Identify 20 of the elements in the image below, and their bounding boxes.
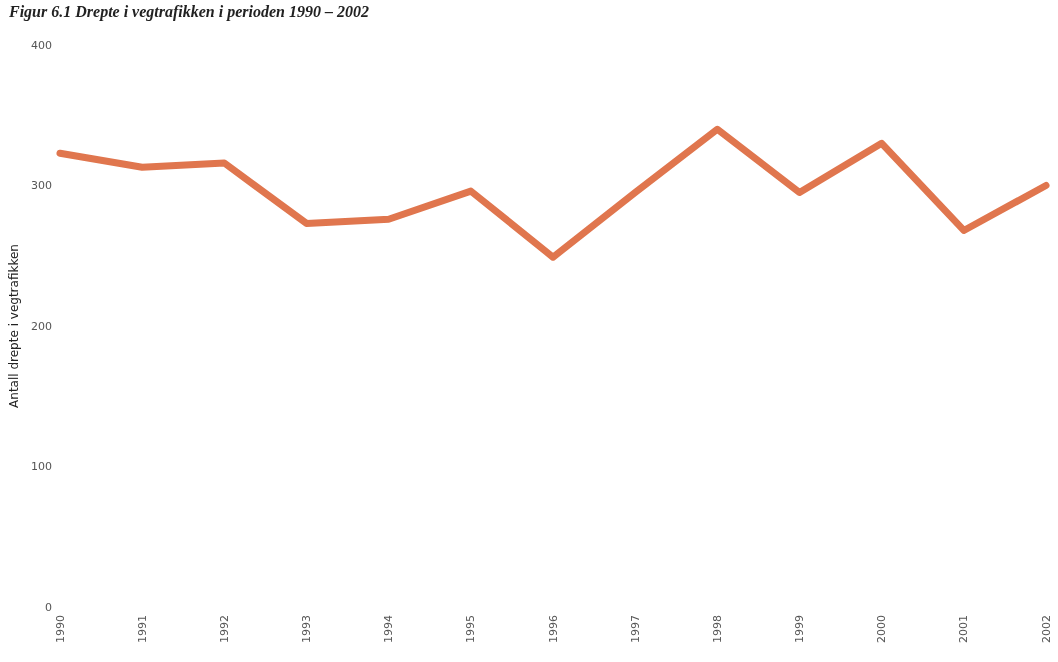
- y-tick-label: 300: [31, 179, 52, 192]
- x-tick-label: 2002: [1039, 615, 1053, 643]
- x-tick-label: 1991: [135, 615, 149, 643]
- y-axis-title: Antall drepte i vegtrafikken: [7, 244, 22, 408]
- x-tick-label: 1992: [217, 615, 231, 643]
- x-tick-label: 1996: [546, 615, 560, 643]
- x-tick-label: 1994: [382, 615, 396, 643]
- y-tick-label: 200: [31, 319, 52, 333]
- x-tick-label: 1998: [710, 615, 724, 643]
- x-tick-label: 1993: [300, 615, 313, 643]
- x-tick-label: 1990: [53, 615, 67, 643]
- x-tick-label: 1995: [464, 615, 478, 643]
- y-tick-label: 100: [31, 460, 52, 473]
- chart-title: Figur 6.1 Drepte i vegtrafikken i perioden 1990 – 2002: [8, 2, 369, 21]
- x-tick-label: 1997: [628, 615, 642, 643]
- x-tick-label: 1999: [793, 615, 806, 643]
- x-tick-label: 2000: [875, 615, 889, 643]
- y-tick-label: 0: [45, 600, 52, 614]
- x-tick-label: 2001: [957, 615, 971, 643]
- y-tick-label: 400: [31, 38, 52, 52]
